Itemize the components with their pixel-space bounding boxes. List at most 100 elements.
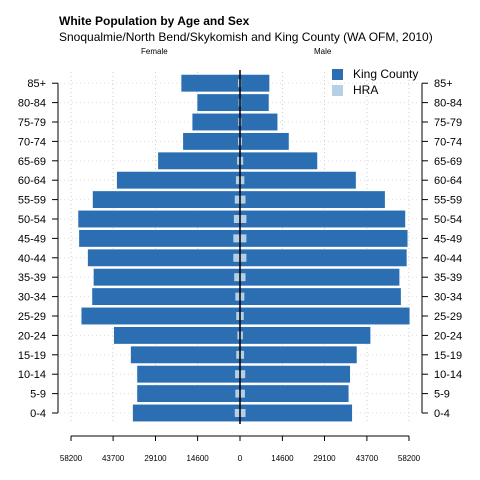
- chart-legend: King County HRA: [332, 66, 418, 98]
- legend-label-king-county: King County: [353, 67, 419, 81]
- hra-female-bar: [236, 312, 240, 320]
- right-age-label: 5-9: [434, 389, 450, 401]
- right-age-label: 10-14: [434, 369, 462, 381]
- left-age-label: 20-24: [18, 330, 46, 342]
- king-county-male-bar: [239, 171, 357, 190]
- legend-swatch-king-county: [332, 68, 343, 80]
- x-tick-label: 43700: [356, 454, 379, 463]
- king-county-female-bar: [136, 384, 241, 403]
- x-tick-label: 14600: [271, 454, 294, 463]
- king-county-male-bar: [239, 306, 411, 326]
- left-age-axis: 0-4 5-9 10-14 15-19 20-24 25-29 30-34 35-39 40-4…: [18, 78, 59, 420]
- left-age-label: 60-64: [18, 175, 46, 187]
- right-age-axis: 0-4 5-9 10-14 15-19 20-24 25-29 30-34 35-39 40-4…: [421, 78, 462, 420]
- hra-female-bar: [234, 409, 240, 417]
- left-age-label: 40-44: [18, 253, 46, 265]
- king-county-female-bar: [92, 190, 241, 209]
- king-county-male-bar: [239, 248, 408, 267]
- left-age-label: 55-59: [18, 195, 46, 207]
- hra-male-bar: [240, 389, 245, 398]
- right-age-label: 50-54: [434, 214, 462, 226]
- right-age-label: 25-29: [434, 311, 462, 323]
- male-label: Male: [314, 47, 332, 56]
- hra-female-bar: [237, 137, 240, 146]
- king-county-female-bar: [157, 151, 241, 170]
- king-county-female-bar: [180, 74, 241, 93]
- king-county-female-bar: [196, 93, 241, 112]
- king-county-female-bar: [113, 326, 241, 345]
- king-county-male-bar: [239, 74, 270, 93]
- hra-male-bar: [240, 273, 246, 282]
- hra-male-bar: [240, 215, 247, 223]
- king-county-female-bar: [191, 112, 241, 132]
- hra-male-bar: [240, 156, 244, 165]
- right-age-label: 35-39: [434, 272, 462, 284]
- king-county-female-bar: [80, 306, 241, 326]
- left-age-label: 75-79: [18, 117, 46, 129]
- king-county-male-bar: [239, 345, 358, 364]
- x-tick-label: 58200: [60, 454, 83, 463]
- king-county-female-bar: [91, 287, 241, 306]
- king-county-male-bar: [239, 326, 371, 345]
- hra-male-bar: [240, 137, 243, 146]
- female-label: Female: [141, 47, 168, 56]
- left-age-label: 50-54: [18, 214, 46, 226]
- hra-female-bar: [233, 215, 240, 223]
- hra-male-bar: [240, 292, 245, 301]
- right-age-label: 15-19: [434, 350, 462, 362]
- king-county-female-bar: [116, 171, 241, 190]
- king-county-male-bar: [239, 151, 318, 170]
- hra-male-bar: [240, 176, 245, 185]
- hra-female-bar: [235, 389, 240, 398]
- king-county-male-bar: [239, 209, 406, 229]
- hra-male-bar: [240, 331, 243, 340]
- x-tick-label: 43700: [102, 454, 125, 463]
- left-age-label: 15-19: [18, 350, 46, 362]
- king-county-female-bar: [87, 248, 241, 267]
- left-age-label: 25-29: [18, 311, 46, 323]
- left-age-label: 35-39: [18, 272, 46, 284]
- king-county-male-bar: [239, 403, 353, 423]
- king-county-male-bar: [239, 190, 386, 209]
- hra-male-bar: [240, 370, 246, 379]
- king-county-male-bar: [239, 132, 290, 151]
- king-county-bars: [77, 74, 411, 423]
- left-age-label: 30-34: [18, 292, 46, 304]
- hra-female-bar: [235, 176, 240, 185]
- king-county-female-bar: [136, 365, 241, 384]
- legend-swatch-hra: [332, 84, 343, 96]
- hra-male-bar: [240, 253, 247, 262]
- hra-male-bar: [240, 195, 246, 204]
- left-age-label: 85+: [27, 78, 46, 90]
- hra-female-bar: [237, 331, 240, 340]
- left-age-label: 0-4: [30, 408, 46, 420]
- hra-female-bar: [234, 273, 240, 282]
- right-age-label: 0-4: [434, 408, 450, 420]
- king-county-male-bar: [239, 229, 409, 248]
- left-age-label: 45-49: [18, 233, 46, 245]
- hra-female-bar: [234, 195, 240, 204]
- hra-male-bar: [240, 350, 245, 359]
- right-age-label: 20-24: [434, 330, 462, 342]
- hra-female-bar: [233, 234, 240, 243]
- right-age-label: 70-74: [434, 136, 462, 148]
- legend-label-hra: HRA: [353, 83, 379, 97]
- king-county-male-bar: [239, 268, 401, 287]
- x-tick-label: 29100: [144, 454, 167, 463]
- hra-female-bar: [235, 370, 240, 379]
- left-age-label: 80-84: [18, 98, 46, 110]
- right-age-label: 40-44: [434, 253, 462, 265]
- king-county-male-bar: [239, 287, 402, 306]
- population-x-axis: 58200 43700 29100 14600 0 14600 29100 43700 5820…: [60, 435, 421, 463]
- right-age-label: 60-64: [434, 175, 462, 187]
- left-age-label: 70-74: [18, 136, 46, 148]
- hra-female-bar: [238, 118, 240, 126]
- hra-female-bar: [233, 253, 240, 262]
- king-county-male-bar: [239, 112, 279, 132]
- legend-entry-king-county: King County: [332, 66, 418, 82]
- king-county-female-bar: [78, 229, 241, 248]
- king-county-female-bar: [93, 268, 241, 287]
- right-age-label: 75-79: [434, 117, 462, 129]
- hra-male-bar: [240, 409, 246, 417]
